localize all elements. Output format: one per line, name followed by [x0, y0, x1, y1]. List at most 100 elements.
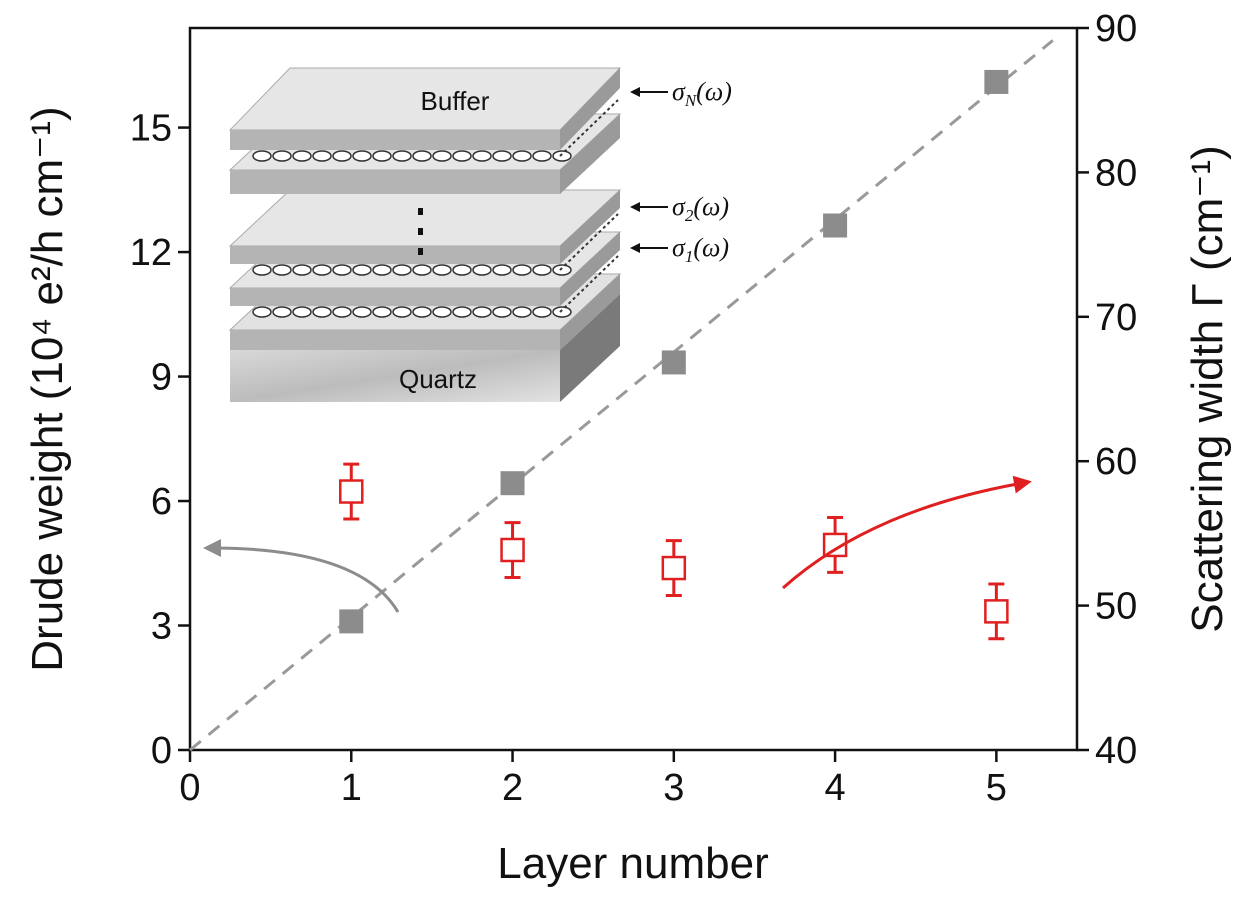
graphene-ring	[512, 306, 532, 318]
x-tick-label: 1	[341, 767, 362, 809]
graphene-ring	[552, 264, 572, 276]
graphene-ring	[392, 150, 412, 162]
symbol: σ	[672, 233, 686, 262]
inset-label: Buffer	[421, 86, 490, 116]
slab-front	[230, 130, 560, 150]
subscript: N	[684, 91, 698, 110]
arrow-right-axis	[781, 475, 1032, 590]
graphene-ring	[332, 306, 352, 318]
graphene-ring	[412, 306, 432, 318]
graphene-ring	[472, 306, 492, 318]
graphene-ring	[252, 306, 272, 318]
argument: (ω)	[693, 192, 729, 221]
graphene-ring	[312, 306, 332, 318]
x-tick-label: 2	[502, 767, 523, 809]
ellipsis-dot	[418, 248, 423, 255]
graphene-ring	[312, 264, 332, 276]
symbol: σ	[672, 192, 686, 221]
ellipsis-dot	[418, 228, 423, 235]
graphene-ring	[352, 150, 372, 162]
y-tick-label: 0	[151, 730, 172, 772]
graphene-ring	[292, 306, 312, 318]
argument: (ω)	[693, 233, 729, 262]
slab-top	[228, 189, 622, 247]
graphene-ring	[332, 264, 352, 276]
marker	[823, 213, 848, 238]
graphene-ring	[412, 150, 432, 162]
graphene-ring	[292, 264, 312, 276]
arrow-left-axis	[203, 539, 400, 613]
graphene-ring	[292, 150, 312, 162]
x-tick-label: 3	[663, 767, 684, 809]
graphene-ring	[532, 264, 552, 276]
graphene-ring	[532, 306, 552, 318]
conductivity-label: σ2(ω)	[672, 192, 729, 225]
graphene-ring	[252, 150, 272, 162]
y2-tick-label: 40	[1095, 730, 1137, 772]
y2-tick-label: 70	[1095, 297, 1137, 339]
x-tick-label: 0	[179, 767, 200, 809]
inset-arrowhead	[630, 87, 640, 97]
graphene-ring	[432, 150, 452, 162]
graphene-ring	[432, 264, 452, 276]
graphene-ring	[272, 306, 292, 318]
slab-side	[560, 68, 620, 150]
plot-frame	[188, 26, 1079, 752]
inset-label: Quartz	[399, 364, 477, 394]
y-tick-label: 15	[130, 108, 172, 150]
conductivity-label: σ1(ω)	[672, 233, 729, 266]
slab-side	[560, 232, 620, 306]
marker	[661, 555, 687, 581]
y-tick-label: 12	[130, 232, 172, 274]
y2-tick-label: 50	[1095, 586, 1137, 628]
y-tick-label: 3	[151, 606, 172, 648]
marker	[500, 471, 525, 496]
graphene-ring	[472, 264, 492, 276]
subscript: 2	[685, 206, 694, 225]
slab-side	[560, 190, 620, 264]
slab-front	[230, 246, 560, 264]
graphene-ring	[272, 150, 292, 162]
y2-tick-label: 60	[1095, 441, 1137, 483]
marker	[339, 479, 364, 504]
graphene-ring	[372, 264, 392, 276]
marker	[984, 69, 1009, 94]
graphene-ring	[312, 150, 332, 162]
graphene-ring	[452, 264, 472, 276]
graphene-ring	[532, 150, 552, 162]
argument: (ω)	[696, 77, 732, 106]
conductivity-label: σN(ω)	[672, 77, 732, 110]
marker	[500, 537, 525, 563]
graphene-edge	[559, 255, 619, 313]
slab-front	[230, 170, 560, 194]
graphene-ring	[352, 306, 372, 318]
fit-line	[189, 39, 1054, 752]
graphene-ring	[492, 306, 512, 318]
graphene-ring	[432, 306, 452, 318]
slab-front	[230, 288, 560, 306]
graphene-ring	[392, 306, 412, 318]
marker	[339, 609, 364, 634]
graphene-ring	[332, 150, 352, 162]
graphene-ring	[552, 150, 572, 162]
graphene-ring	[512, 150, 532, 162]
graphene-ring	[552, 306, 572, 318]
graphene-ring	[452, 306, 472, 318]
graphene-ring	[412, 264, 432, 276]
graphene-ring	[352, 264, 372, 276]
graphene-ring	[452, 150, 472, 162]
quartz-front	[230, 350, 560, 402]
y-tick-label: 9	[151, 357, 172, 399]
slab-side	[560, 114, 620, 194]
graphene-edge	[559, 99, 619, 157]
graphene-ring	[272, 264, 292, 276]
marker	[661, 350, 686, 375]
x-axis-title: Layer number	[497, 839, 768, 888]
graphene-ring	[512, 264, 532, 276]
quartz-side	[560, 294, 620, 402]
marker	[984, 599, 1009, 624]
graphene-ring	[252, 264, 272, 276]
marker	[822, 532, 848, 558]
